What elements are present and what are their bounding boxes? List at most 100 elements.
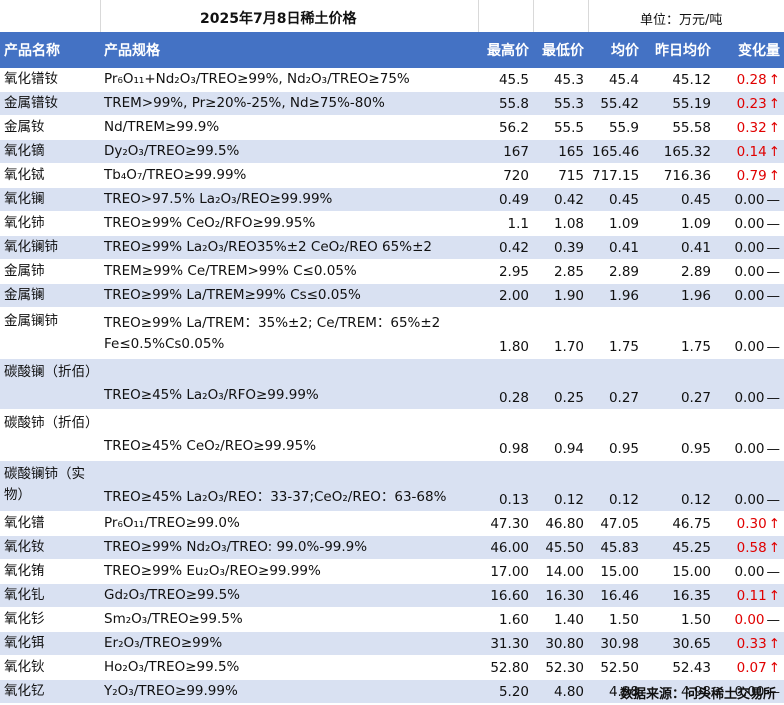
change-cell: 0.33 ↑ [715,631,784,656]
low-price: 4.80 [533,679,588,704]
prev-avg-price: 1.09 [643,211,715,236]
product-name: 氧化钐 [0,607,100,632]
change-value: 0.00 [734,683,765,700]
avg-price: 1.75 [588,307,643,359]
low-price: 1.40 [533,607,588,632]
change-value: 0.23 [736,95,767,112]
high-price: 0.28 [478,358,533,410]
up-arrow-icon: ↑ [768,95,780,112]
change-cell: 0.00— [715,283,784,308]
product-name: 碳酸镧（折佰） [0,358,100,410]
change-cell: 0.32 ↑ [715,115,784,140]
avg-price: 1.09 [588,211,643,236]
table-row: 碳酸镧铈（实物） TREO≥45% La₂O₃/REO：33-37;CeO₂/RE… [0,460,784,512]
up-arrow-icon: ↑ [768,539,780,556]
change-value: 0.14 [736,143,767,160]
table-row: 氧化铈 TREO≥99% CeO₂/RFO≥99.95% 1.1 1.08 1.09 1.… [0,211,784,236]
avg-price: 0.41 [588,235,643,260]
product-name: 碳酸铈（折佰） [0,409,100,461]
table-row: 氧化铽 Tb₄O₇/TREO≥99.99% 720 715 717.15 716.36 0.… [0,163,784,188]
prev-avg-price: 1.50 [643,607,715,632]
up-arrow-icon: ↑ [768,71,780,88]
header-prev: 昨日均价 [643,32,715,68]
product-name: 氧化镧铈 [0,235,100,260]
change-cell: 0.00— [715,409,784,461]
product-spec: Y₂O₃/TREO≥99.99% [100,679,478,704]
up-arrow-icon: ↑ [768,587,780,604]
product-spec: Nd/TREM≥99.9% [100,115,478,140]
avg-price: 55.9 [588,115,643,140]
product-spec: Er₂O₃/TREO≥99% [100,631,478,656]
low-price: 0.12 [533,460,588,512]
flat-dash-icon: — [766,683,781,700]
high-price: 1.1 [478,211,533,236]
prev-avg-price: 55.19 [643,91,715,116]
product-name: 碳酸镧铈（实物） [0,460,100,512]
low-price: 0.42 [533,187,588,212]
avg-price: 165.46 [588,139,643,164]
low-price: 14.00 [533,559,588,584]
header-low: 最低价 [533,32,588,68]
data-source: 数据来源：问头稀土交易所 [619,687,776,702]
header-change: 变化量 [715,32,784,68]
product-name: 氧化铒 [0,631,100,656]
flat-dash-icon: — [766,339,781,355]
table-row: 氧化镧铈 TREO≥99% La₂O₃/REO35%±2 CeO₂/REO 65%… [0,235,784,260]
low-price: 30.80 [533,631,588,656]
product-name: 氧化镝 [0,139,100,164]
price-rows: 氧化镨钕 Pr₆O₁₁+Nd₂O₃/TREO≥99%, Nd₂O₃/TREO≥75… [0,68,784,704]
low-price: 1.08 [533,211,588,236]
product-spec: TREM≥99% Ce/TREM>99% C≤0.05% [100,259,478,284]
product-spec: TREO≥45% La₂O₃/RFO≥99.99% [100,358,478,410]
change-cell: 0.79 ↑ [715,163,784,188]
prev-avg-price: 1.75 [643,307,715,359]
avg-price: 45.4 [588,68,643,92]
product-spec: TREO≥99% La₂O₃/REO35%±2 CeO₂/REO 65%±2 [100,235,478,260]
prev-avg-price: 15.00 [643,559,715,584]
table-row: 氧化镨钕 Pr₆O₁₁+Nd₂O₃/TREO≥99%, Nd₂O₃/TREO≥75… [0,68,784,92]
high-price: 2.00 [478,283,533,308]
low-price: 55.3 [533,91,588,116]
change-value: 0.11 [736,587,767,604]
change-cell: 0.00— [715,460,784,512]
low-price: 2.85 [533,259,588,284]
low-price: 1.70 [533,307,588,359]
flat-dash-icon: — [766,191,781,208]
high-price: 46.00 [478,535,533,560]
flat-dash-icon: — [766,390,781,406]
low-price: 52.30 [533,655,588,680]
product-name: 金属镧铈 [0,307,100,359]
low-price: 1.90 [533,283,588,308]
high-price: 0.13 [478,460,533,512]
up-arrow-icon: ↑ [768,143,780,160]
high-price: 17.00 [478,559,533,584]
avg-price: 717.15 [588,163,643,188]
change-value: 0.00 [734,611,765,628]
high-price: 0.42 [478,235,533,260]
change-value: 0.00 [734,215,765,232]
change-value: 0.00 [734,390,765,406]
product-name: 氧化镨钕 [0,68,100,92]
change-value: 0.00 [734,191,765,208]
avg-price: 2.89 [588,259,643,284]
header-name: 产品名称 [0,32,100,68]
high-price: 1.80 [478,307,533,359]
product-spec: Tb₄O₇/TREO≥99.99% [100,163,478,188]
prev-avg-price: 45.12 [643,68,715,92]
change-value: 0.00 [734,563,765,580]
up-arrow-icon: ↑ [768,119,780,136]
change-cell: 0.28 ↑ [715,68,784,92]
product-name: 氧化钬 [0,655,100,680]
product-spec: Pr₆O₁₁+Nd₂O₃/TREO≥99%, Nd₂O₃/TREO≥75% [100,68,478,92]
product-name: 氧化钆 [0,583,100,608]
high-price: 55.8 [478,91,533,116]
change-value: 0.58 [736,539,767,556]
change-value: 0.32 [736,119,767,136]
high-price: 56.2 [478,115,533,140]
sheet-title: 2025年7月8日稀土价格 [200,11,357,27]
low-price: 165 [533,139,588,164]
low-price: 45.3 [533,68,588,92]
change-cell: 0.00— [715,259,784,284]
product-spec: Pr₆O₁₁/TREO≥99.0% [100,511,478,536]
